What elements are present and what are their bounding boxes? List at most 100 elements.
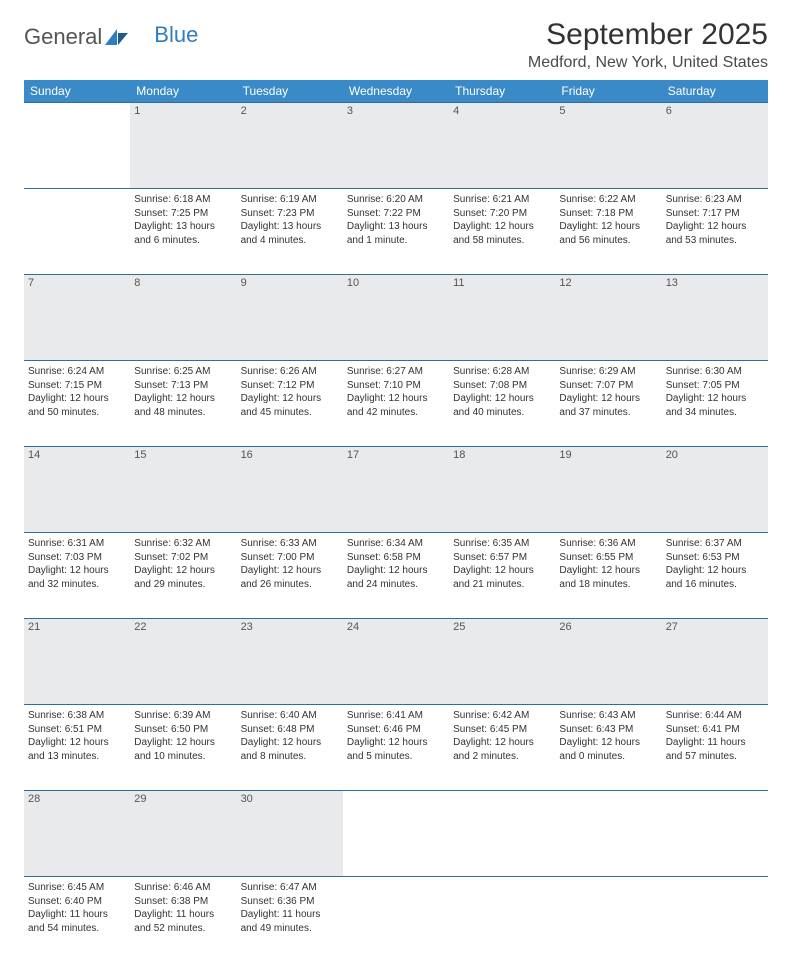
day-number: 29 (130, 791, 236, 877)
sunset: Sunset: 7:02 PM (134, 551, 232, 565)
sunrise: Sunrise: 6:43 AM (559, 709, 657, 723)
daylight-line2: and 10 minutes. (134, 750, 232, 764)
sun-info: Sunrise: 6:22 AMSunset: 7:18 PMDaylight:… (559, 191, 657, 247)
sunrise: Sunrise: 6:47 AM (241, 881, 339, 895)
sunrise: Sunrise: 6:28 AM (453, 365, 551, 379)
sunset: Sunset: 6:40 PM (28, 895, 126, 909)
sun-info: Sunrise: 6:28 AMSunset: 7:08 PMDaylight:… (453, 363, 551, 419)
day-number: 10 (343, 275, 449, 361)
daylight-line1: Daylight: 12 hours (134, 736, 232, 750)
day-number: 4 (449, 103, 555, 189)
sunset: Sunset: 6:38 PM (134, 895, 232, 909)
daylight-line2: and 52 minutes. (134, 922, 232, 936)
day-cell: Sunrise: 6:26 AMSunset: 7:12 PMDaylight:… (237, 361, 343, 447)
day-number: 7 (24, 275, 130, 361)
sunset: Sunset: 6:48 PM (241, 723, 339, 737)
day-number: 26 (555, 619, 661, 705)
sun-info: Sunrise: 6:27 AMSunset: 7:10 PMDaylight:… (347, 363, 445, 419)
day-cell: Sunrise: 6:27 AMSunset: 7:10 PMDaylight:… (343, 361, 449, 447)
day-number: 14 (24, 447, 130, 533)
sunset: Sunset: 7:13 PM (134, 379, 232, 393)
day-number-row: 14151617181920 (24, 447, 768, 533)
day-cell: Sunrise: 6:24 AMSunset: 7:15 PMDaylight:… (24, 361, 130, 447)
sunset: Sunset: 7:23 PM (241, 207, 339, 221)
sun-info: Sunrise: 6:38 AMSunset: 6:51 PMDaylight:… (28, 707, 126, 763)
sun-info: Sunrise: 6:21 AMSunset: 7:20 PMDaylight:… (453, 191, 551, 247)
day-cell: Sunrise: 6:30 AMSunset: 7:05 PMDaylight:… (662, 361, 768, 447)
sunrise: Sunrise: 6:33 AM (241, 537, 339, 551)
sunrise: Sunrise: 6:19 AM (241, 193, 339, 207)
day-number-row: 123456 (24, 103, 768, 189)
sunset: Sunset: 7:10 PM (347, 379, 445, 393)
day-number-row: 282930 (24, 791, 768, 877)
daylight-line1: Daylight: 13 hours (347, 220, 445, 234)
weekday-header: Friday (555, 80, 661, 103)
day-number-row: 21222324252627 (24, 619, 768, 705)
daylight-line1: Daylight: 12 hours (241, 736, 339, 750)
daylight-line1: Daylight: 12 hours (666, 220, 764, 234)
day-cell (555, 877, 661, 963)
day-cell: Sunrise: 6:34 AMSunset: 6:58 PMDaylight:… (343, 533, 449, 619)
daylight-line1: Daylight: 11 hours (666, 736, 764, 750)
sunrise: Sunrise: 6:25 AM (134, 365, 232, 379)
sunset: Sunset: 7:18 PM (559, 207, 657, 221)
sunset: Sunset: 7:17 PM (666, 207, 764, 221)
sunset: Sunset: 7:22 PM (347, 207, 445, 221)
day-cell: Sunrise: 6:22 AMSunset: 7:18 PMDaylight:… (555, 189, 661, 275)
day-cell: Sunrise: 6:39 AMSunset: 6:50 PMDaylight:… (130, 705, 236, 791)
sun-info: Sunrise: 6:43 AMSunset: 6:43 PMDaylight:… (559, 707, 657, 763)
day-cell: Sunrise: 6:47 AMSunset: 6:36 PMDaylight:… (237, 877, 343, 963)
day-content-row: Sunrise: 6:18 AMSunset: 7:25 PM Daylight:… (24, 189, 768, 275)
location: Medford, New York, United States (528, 54, 768, 72)
day-number: 1 (130, 103, 236, 189)
day-cell: Sunrise: 6:29 AMSunset: 7:07 PMDaylight:… (555, 361, 661, 447)
day-cell: Sunrise: 6:45 AMSunset: 6:40 PMDaylight:… (24, 877, 130, 963)
day-cell (343, 877, 449, 963)
sunset: Sunset: 6:45 PM (453, 723, 551, 737)
daylight-line1: Daylight: 11 hours (28, 908, 126, 922)
sunset: Sunset: 7:12 PM (241, 379, 339, 393)
daylight-line2: and 58 minutes. (453, 234, 551, 248)
sunrise: Sunrise: 6:41 AM (347, 709, 445, 723)
daylight-line1: Daylight: 12 hours (28, 564, 126, 578)
sunrise: Sunrise: 6:34 AM (347, 537, 445, 551)
day-cell: Sunrise: 6:21 AMSunset: 7:20 PMDaylight:… (449, 189, 555, 275)
daylight-line2: and 21 minutes. (453, 578, 551, 592)
sun-info: Sunrise: 6:40 AMSunset: 6:48 PMDaylight:… (241, 707, 339, 763)
day-cell: Sunrise: 6:43 AMSunset: 6:43 PMDaylight:… (555, 705, 661, 791)
sunset: Sunset: 6:53 PM (666, 551, 764, 565)
daylight-line1: Daylight: 11 hours (134, 908, 232, 922)
sunrise: Sunrise: 6:18 AM (134, 193, 232, 207)
daylight-line2: and 5 minutes. (347, 750, 445, 764)
daylight-line2: and 45 minutes. (241, 406, 339, 420)
sunset: Sunset: 7:05 PM (666, 379, 764, 393)
weekday-header: Tuesday (237, 80, 343, 103)
day-number: 17 (343, 447, 449, 533)
day-number: 6 (662, 103, 768, 189)
day-number (662, 791, 768, 877)
sunset: Sunset: 7:20 PM (453, 207, 551, 221)
sun-info: Sunrise: 6:24 AMSunset: 7:15 PMDaylight:… (28, 363, 126, 419)
day-cell (662, 877, 768, 963)
daylight-line1: Daylight: 12 hours (28, 736, 126, 750)
day-number: 20 (662, 447, 768, 533)
daylight-line2: and 29 minutes. (134, 578, 232, 592)
day-cell: Sunrise: 6:20 AMSunset: 7:22 PMDaylight:… (343, 189, 449, 275)
logo-text-blue: Blue (154, 22, 198, 48)
daylight-line2: and 50 minutes. (28, 406, 126, 420)
sun-info: Sunrise: 6:36 AMSunset: 6:55 PMDaylight:… (559, 535, 657, 591)
sunrise: Sunrise: 6:26 AM (241, 365, 339, 379)
sunset: Sunset: 6:55 PM (559, 551, 657, 565)
sunset: Sunset: 7:25 PM (134, 207, 232, 221)
logo: General Blue (24, 24, 198, 50)
sunrise: Sunrise: 6:42 AM (453, 709, 551, 723)
day-cell: Sunrise: 6:40 AMSunset: 6:48 PMDaylight:… (237, 705, 343, 791)
daylight-line2: and 24 minutes. (347, 578, 445, 592)
sun-info: Sunrise: 6:19 AMSunset: 7:23 PMDaylight:… (241, 191, 339, 247)
daylight-line2: and 0 minutes. (559, 750, 657, 764)
day-cell: Sunrise: 6:19 AMSunset: 7:23 PMDaylight:… (237, 189, 343, 275)
day-cell: Sunrise: 6:32 AMSunset: 7:02 PMDaylight:… (130, 533, 236, 619)
sun-info: Sunrise: 6:29 AMSunset: 7:07 PMDaylight:… (559, 363, 657, 419)
day-cell (449, 877, 555, 963)
daylight-line2: and 6 minutes. (134, 234, 232, 248)
